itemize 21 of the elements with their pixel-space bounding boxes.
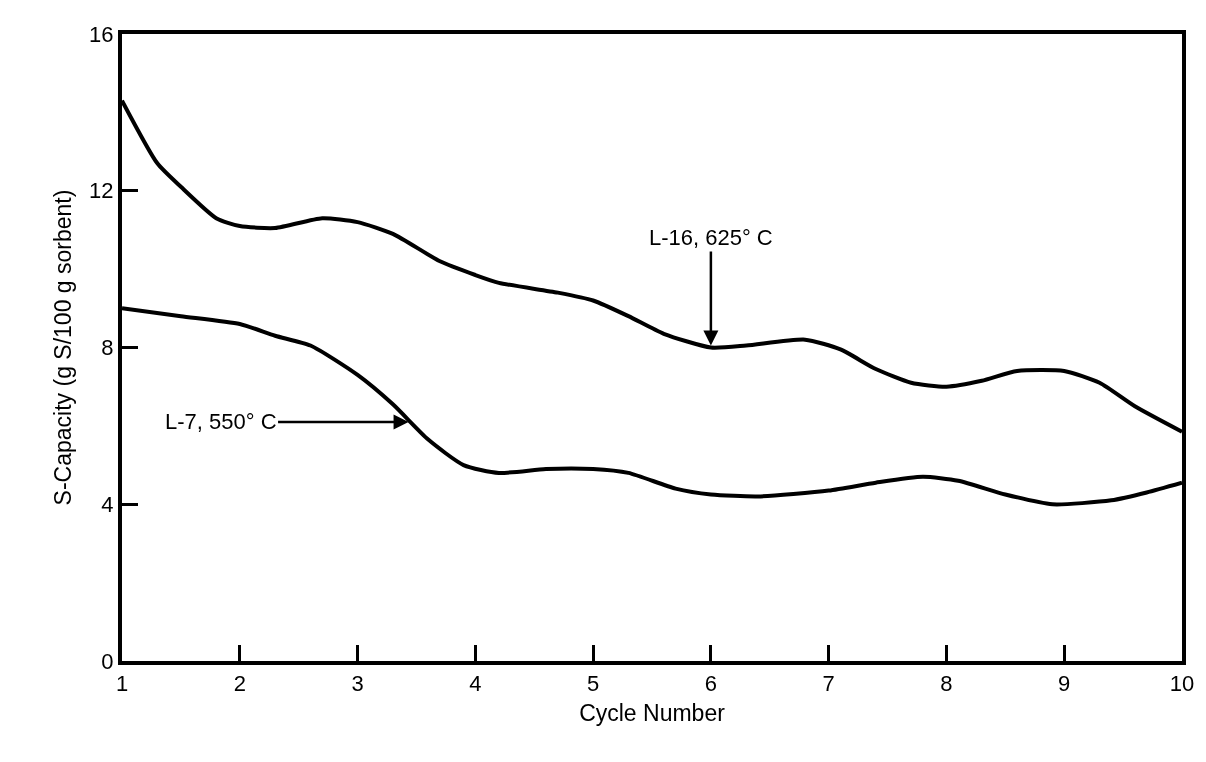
x-tick-label: 9 <box>1058 671 1071 697</box>
x-tick-label: 1 <box>115 671 129 697</box>
x-tick-label: 3 <box>351 671 364 697</box>
x-tick-label: 7 <box>822 671 835 697</box>
y-tick-label: 12 <box>89 178 114 204</box>
x-tick-label: 4 <box>469 671 482 697</box>
y-tick-label: 4 <box>101 491 114 517</box>
x-tick-label: 6 <box>704 671 718 697</box>
y-tick-label: 16 <box>89 21 114 47</box>
y-tick-label: 8 <box>101 335 114 361</box>
x-tick-label: 2 <box>233 671 246 697</box>
y-axis-title: S-Capacity (g S/100 g sorbent) <box>50 189 77 506</box>
line-series <box>122 306 1182 507</box>
line-series <box>122 98 1182 434</box>
x-axis-title: Cycle Number <box>579 699 726 726</box>
y-tick-label: 0 <box>101 648 114 674</box>
annotation: L-16, 625° C <box>649 225 773 250</box>
x-tick-label: 5 <box>586 671 600 697</box>
annotation: L-7, 550° C <box>165 409 277 434</box>
x-tick-label: 10 <box>1169 671 1195 697</box>
x-tick-label: 8 <box>940 671 953 697</box>
